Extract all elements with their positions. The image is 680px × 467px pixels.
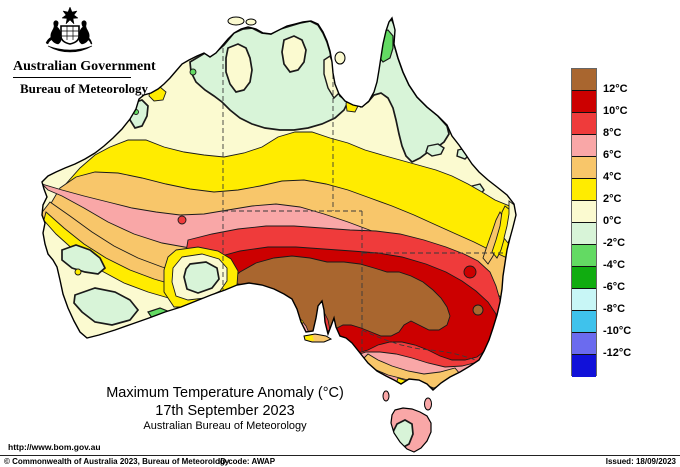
gov-title: Australian Government [13, 59, 156, 74]
legend-cell [572, 355, 596, 377]
legend-cell [572, 289, 596, 311]
title-block: Maximum Temperature Anomaly (°C) 17th Se… [75, 384, 375, 433]
state-borders [222, 40, 510, 365]
legend-label: 2°C [603, 193, 622, 205]
copyright-text: © Commonwealth of Australia 2023, Bureau… [4, 457, 230, 466]
legend-cell [572, 223, 596, 245]
legend-cell [572, 201, 596, 223]
coast-groote-eylandt [334, 51, 346, 65]
map-title: Maximum Temperature Anomaly (°C) [106, 385, 344, 401]
band-topend-cream-pocket-west [225, 43, 253, 93]
bom-url: http://www.bom.gov.au [8, 442, 101, 452]
legend-label: -10°C [603, 325, 632, 337]
shield-icon [60, 25, 80, 45]
coast-king-island [382, 390, 390, 402]
coastlines [41, 16, 517, 453]
map-date: 17th September 2023 [155, 403, 295, 419]
coast-mainland [41, 16, 517, 391]
coast-tasmania [390, 407, 432, 453]
legend-cell [572, 113, 596, 135]
emu-icon [78, 20, 90, 45]
legend-cells [571, 68, 597, 377]
spot-nsw-darkred [463, 265, 477, 279]
commonwealth-star-icon [61, 6, 79, 25]
australia-anomaly-map [41, 6, 517, 453]
footer-divider [0, 455, 680, 456]
legend-label: -2°C [603, 237, 626, 249]
kangaroo-tail [45, 36, 56, 45]
coast-flinders-island [424, 397, 432, 411]
logo-divider [13, 77, 131, 78]
issued-text: Issued: 18/09/2023 [605, 457, 676, 466]
kangaroo-icon [50, 20, 62, 45]
legend-cell [572, 333, 596, 355]
legend-cell [572, 135, 596, 157]
pocket-sw-pale-green-south [73, 287, 140, 326]
legend-label: 8°C [603, 127, 622, 139]
legend-cell [572, 245, 596, 267]
spot-nsw-brown [472, 304, 484, 316]
legend-label: 0°C [603, 215, 622, 227]
pocket-sw-pale-green-north [61, 244, 107, 275]
spot-topend-green [189, 68, 197, 76]
legend-label: -6°C [603, 281, 626, 293]
legend-label: -8°C [603, 303, 626, 315]
bureau-title: Bureau of Meteorology [20, 81, 149, 96]
legend-label: 4°C [603, 171, 622, 183]
coast-tiwi-islands-2 [245, 18, 257, 26]
legend-label: -4°C [603, 259, 626, 271]
footer-bar: © Commonwealth of Australia 2023, Bureau… [0, 456, 680, 467]
map-org: Australian Bureau of Meteorology [143, 420, 307, 432]
coast-tiwi-islands [227, 16, 245, 26]
legend-label: 6°C [603, 149, 622, 161]
legend-cell [572, 157, 596, 179]
spot-sw-yellow [74, 268, 82, 276]
legend-label: 10°C [603, 105, 628, 117]
strip-eastcoast-cream [503, 200, 516, 244]
legend-label: 12°C [603, 83, 628, 95]
legend-cell [572, 69, 596, 91]
wreath-base [47, 45, 93, 53]
pocket-bight-pale-green [183, 261, 220, 294]
shield-pattern [61, 26, 79, 40]
strip-vic-orange [361, 353, 461, 389]
pocket-qld-pale-green-1 [425, 143, 445, 157]
legend-cell [572, 179, 596, 201]
legend-cell [572, 267, 596, 289]
band-topend-cream-pocket-east [281, 35, 307, 73]
legend-cell [572, 311, 596, 333]
spot-wa-red [177, 215, 187, 225]
legend-labels: 12°C 10°C 8°C 6°C 4°C 2°C 0°C -2°C -4°C -6°C -8°C -… [603, 68, 655, 376]
coat-of-arms [45, 6, 93, 53]
coast-kangaroo-island [303, 333, 333, 343]
legend-cell [572, 91, 596, 113]
emu-leg [84, 36, 93, 45]
id-code-text: ID code: AWAP [218, 457, 276, 466]
legend-label: -12°C [603, 347, 632, 359]
border-nsw-vic [361, 329, 479, 362]
